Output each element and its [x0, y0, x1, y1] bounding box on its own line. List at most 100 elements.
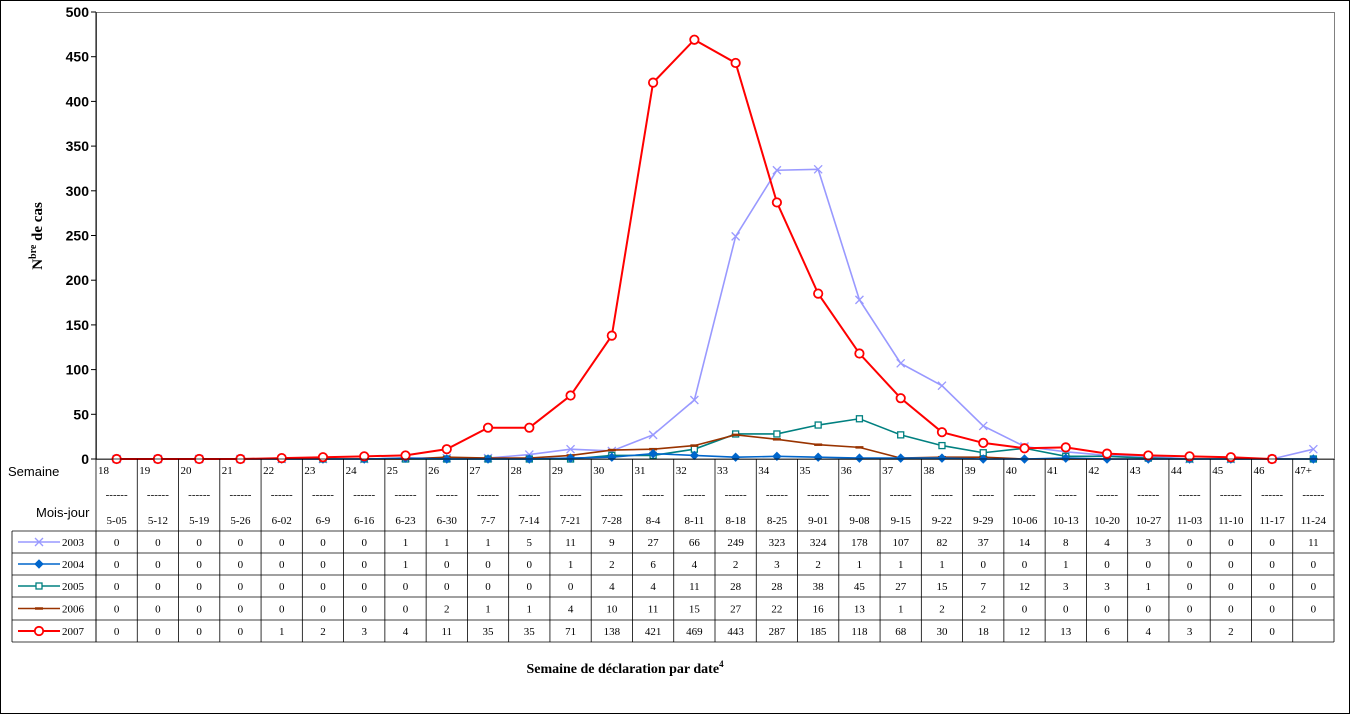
value-cell: 0 — [155, 581, 161, 593]
value-cell: 1 — [527, 604, 533, 616]
value-cell: 30 — [936, 626, 948, 638]
point-2003 — [937, 381, 947, 391]
point-2007 — [1019, 443, 1030, 454]
value-cell: 0 — [1269, 604, 1275, 616]
value-cell: 28 — [730, 581, 742, 593]
value-cell: 0 — [527, 559, 533, 571]
month-day-label: 9-29 — [973, 515, 994, 527]
month-day-label: 11-03 — [1177, 515, 1203, 527]
value-cell: 0 — [403, 581, 409, 593]
value-cell: 82 — [936, 537, 947, 549]
point-2005 — [814, 421, 822, 429]
y-tick-label: 300 — [66, 183, 90, 199]
separator: ------ — [477, 489, 499, 501]
point-2007 — [524, 422, 535, 433]
value-cell: 71 — [565, 626, 576, 638]
point-2005 — [897, 431, 905, 439]
y-tick-label: 450 — [66, 49, 90, 65]
value-cell: 118 — [851, 626, 868, 638]
point-2004 — [1061, 453, 1071, 463]
value-cell: 28 — [771, 581, 783, 593]
point-2003 — [689, 395, 699, 405]
separator: ------ — [1220, 489, 1242, 501]
week-number: 44 — [1171, 465, 1183, 477]
y-axis: 0 50 100 150 200 250 300 350 400 450 500 — [66, 4, 97, 467]
x-axis-label: Semaine de déclaration par date4 — [526, 659, 724, 677]
value-cell: 10 — [606, 604, 618, 616]
value-cell: 68 — [895, 626, 907, 638]
value-cell: 3 — [1187, 626, 1193, 638]
y-tick-label: 150 — [66, 317, 90, 333]
month-day-label: 9-22 — [932, 515, 952, 527]
separator: ------ — [725, 489, 747, 501]
week-number: 35 — [800, 465, 812, 477]
week-number: 28 — [511, 465, 522, 477]
week-number: 25 — [387, 465, 399, 477]
point-2007 — [1060, 442, 1071, 453]
value-cell: 6 — [650, 559, 656, 571]
value-cell: 0 — [1228, 581, 1234, 593]
point-2007 — [441, 444, 452, 455]
value-cell: 35 — [483, 626, 495, 638]
y-tick-label: 100 — [66, 362, 90, 378]
value-cell: 0 — [361, 559, 367, 571]
value-cell: 0 — [1146, 604, 1152, 616]
value-cell: 14 — [1019, 537, 1031, 549]
point-2003 — [978, 421, 988, 431]
month-day-label: 7-21 — [560, 515, 580, 527]
value-cell: 3 — [774, 559, 780, 571]
point-2007 — [1184, 451, 1195, 462]
value-cell: 0 — [1311, 581, 1317, 593]
point-2007 — [1101, 448, 1113, 459]
value-cell: 1 — [568, 559, 574, 571]
separator: ------ — [1137, 489, 1159, 501]
row-label-date: Mois-jour — [36, 505, 90, 520]
value-cell: 7 — [980, 581, 986, 593]
legend-label-2007: 2007 — [62, 626, 85, 638]
week-number: 42 — [1088, 465, 1099, 477]
separator: ------ — [188, 489, 210, 501]
month-day-label: 11-10 — [1218, 515, 1244, 527]
value-cell: 0 — [279, 581, 285, 593]
value-cell: 178 — [851, 537, 868, 549]
legend-marker-2004 — [34, 559, 44, 569]
value-cell: 0 — [114, 581, 120, 593]
point-2003 — [854, 295, 864, 305]
value-cell: 0 — [1187, 559, 1193, 571]
value-cell: 0 — [1146, 559, 1152, 571]
value-cell: 443 — [727, 626, 744, 638]
separator: ------ — [1302, 489, 1324, 501]
value-cell: 3 — [1104, 581, 1110, 593]
week-number: 29 — [552, 465, 564, 477]
week-number: 31 — [634, 465, 645, 477]
week-number: 38 — [923, 465, 935, 477]
value-cell: 27 — [730, 604, 742, 616]
value-cell: 66 — [689, 537, 701, 549]
value-cell: 27 — [895, 581, 907, 593]
value-cell: 0 — [238, 559, 244, 571]
value-cell: 4 — [1146, 626, 1152, 638]
legend-label-2006: 2006 — [62, 604, 85, 616]
value-cell: 0 — [1269, 537, 1275, 549]
value-cell: 0 — [444, 559, 450, 571]
series-2007 — [111, 34, 1278, 465]
value-cell: 4 — [568, 604, 574, 616]
value-cell: 1 — [898, 604, 904, 616]
y-tick-label: 50 — [73, 406, 89, 422]
week-number: 40 — [1006, 465, 1018, 477]
y-tick-label: 400 — [66, 93, 90, 109]
value-cell: 27 — [648, 537, 660, 549]
value-cell: 0 — [279, 559, 285, 571]
value-cell: 1 — [279, 626, 285, 638]
separator: ------ — [848, 489, 870, 501]
point-2003 — [731, 231, 741, 241]
value-cell: 0 — [196, 604, 202, 616]
value-cell: 2 — [1228, 626, 1234, 638]
value-cell: 0 — [361, 581, 367, 593]
month-day-label: 8-25 — [767, 515, 788, 527]
point-2003 — [566, 444, 576, 454]
week-number: 30 — [593, 465, 605, 477]
week-number: 46 — [1253, 465, 1265, 477]
legend-marker-2003 — [34, 537, 44, 547]
legend-label-2005: 2005 — [62, 581, 85, 593]
